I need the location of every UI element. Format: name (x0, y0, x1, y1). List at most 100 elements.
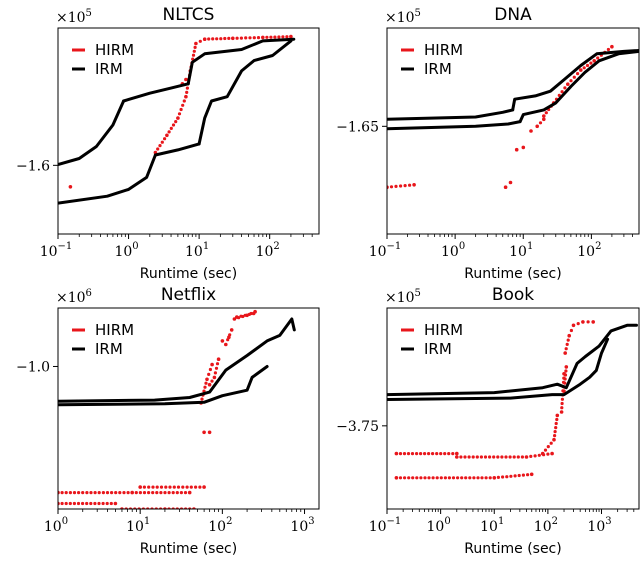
book-hirm-dot (563, 377, 567, 381)
book-hirm-dot (517, 473, 521, 478)
book-hirm-dot (431, 452, 435, 456)
dna-hirm-dot (606, 47, 611, 52)
netflix-hirm-dot (97, 491, 101, 495)
dna-hirm-point-5-5 (610, 44, 614, 49)
netflix-xtick-label-1: 101 (126, 516, 150, 535)
dna-multiplier-exp: 5 (415, 8, 421, 19)
netflix-data (58, 309, 296, 509)
nltcs-hirm-point-1-8 (261, 35, 265, 40)
netflix-hirm-point-8-1 (205, 377, 209, 382)
nltcs-hirm-dot (181, 103, 185, 107)
book-hirm-dot (435, 476, 439, 480)
netflix-hirm-dot (81, 501, 85, 506)
nltcs-xtick-exp-2: 1 (203, 241, 209, 252)
book-hirm-point-3-2 (555, 413, 560, 418)
book-xtick-label-4: 103 (587, 516, 611, 535)
dna-hirm-dot (538, 121, 543, 125)
nltcs-hirm-dot (281, 35, 285, 39)
dna-hirm-point-3-1 (521, 145, 526, 150)
netflix-hirm-dot (147, 491, 151, 495)
book-hirm-dot (415, 476, 419, 480)
dna-hirm-dot (389, 185, 394, 189)
netflix-hirm-point-1-1 (113, 501, 118, 506)
book-hirm-dot (411, 476, 415, 480)
netflix-hirm-dot (122, 491, 126, 495)
netflix-hirm-dot (72, 491, 77, 495)
netflix-xtick-label-2: 102 (208, 516, 232, 535)
book-hirm-dot (398, 476, 403, 480)
netflix-multiplier: ×106 (56, 288, 92, 306)
dna-hirm-dot (585, 63, 590, 68)
dna-irm-segment-3 (518, 49, 639, 124)
netflix-legend-hirm-label: HIRM (95, 321, 134, 339)
nltcs-hirm-dot (177, 112, 182, 116)
book-hirm-dot (549, 441, 553, 445)
nltcs-xtick-label-2: 101 (185, 241, 209, 260)
book-hirm-dot (439, 476, 443, 480)
nltcs-hirm-dot (223, 36, 227, 41)
netflix-irm-segment-1 (58, 365, 269, 407)
nltcs-hirm-dot (185, 90, 189, 94)
book-hirm-point-0-1 (455, 451, 459, 456)
dna-title: DNA (494, 5, 532, 25)
book-hirm-dot (521, 473, 526, 477)
nltcs-hirm-dot (160, 140, 164, 144)
netflix-hirm-dot (68, 491, 72, 495)
book-hirm-dot (513, 474, 517, 478)
netflix-hirm-dot (60, 491, 64, 495)
dna-hirm-dot (572, 75, 576, 79)
dna-hirm-point-5-3 (579, 68, 583, 72)
nltcs-hirm-dot (207, 37, 211, 41)
nltcs-irm-segment-2 (186, 37, 296, 86)
book-xtick-exp-0: −1 (387, 516, 402, 527)
netflix-hirm-dot (109, 501, 113, 506)
book-hirm-dot (431, 476, 435, 480)
netflix-hirm-dot (171, 491, 175, 495)
dna-xtick-label-1: 100 (441, 241, 465, 260)
book-hirm-dot (402, 452, 407, 456)
netflix-xtick-label-3: 103 (290, 516, 314, 535)
book-hirm-dot (471, 455, 475, 459)
book-multiplier: ×105 (385, 288, 421, 306)
netflix-hirm-point-5-1 (212, 375, 217, 380)
nltcs-hirm-dot (269, 35, 273, 39)
netflix-hirm-dot (243, 313, 247, 317)
dna-xlabel: Runtime (sec) (464, 266, 561, 282)
nltcs-hirm-dot (171, 123, 176, 127)
dna-hirm-point-5-0 (542, 114, 546, 118)
nltcs-hirm-dot (167, 130, 171, 134)
netflix-hirm-dot (159, 491, 163, 495)
book-xtick-label-0: 10−1 (369, 516, 402, 535)
netflix-hirm-dot (198, 485, 202, 489)
netflix-hirm-point-3-0 (138, 485, 142, 489)
book-hirm-dot (415, 452, 419, 456)
netflix-hirm-dot (168, 485, 172, 489)
book-hirm-dot (546, 452, 550, 456)
nltcs-xtick-label-0: 10−1 (40, 241, 73, 260)
dna-xtick-label-2: 101 (509, 241, 533, 260)
nltcs-xtick-exp-1: 0 (132, 241, 138, 252)
book-hirm-dot (484, 476, 488, 480)
netflix-hirm-dot (183, 491, 188, 495)
netflix-hirm-dot (89, 491, 93, 495)
netflix-hirm-point-9-1 (227, 335, 231, 340)
book-legend-irm-label: IRM (424, 340, 452, 358)
dna-irm-segment-1 (511, 49, 639, 112)
book-hirm-dot (496, 475, 500, 479)
dna-hirm-point-5-4 (592, 59, 596, 63)
book-xtick-label-3: 102 (534, 516, 558, 535)
netflix-hirm-dot (101, 501, 105, 506)
nltcs-irm-segment-3 (58, 153, 157, 205)
book-hirm-dot (565, 342, 569, 346)
netflix-hirm-dot (60, 501, 64, 506)
netflix-hirm-point-0-1 (130, 490, 134, 495)
netflix-hirm-dot (97, 501, 101, 506)
netflix-hirm-dot (105, 501, 109, 506)
book-hirm-point-1-2 (529, 472, 534, 477)
book-hirm-dot (505, 475, 509, 479)
netflix-xlabel: Runtime (sec) (140, 541, 237, 557)
book-xtick-exp-2: 1 (498, 516, 504, 527)
nltcs-hirm-point-1-5 (194, 41, 198, 46)
